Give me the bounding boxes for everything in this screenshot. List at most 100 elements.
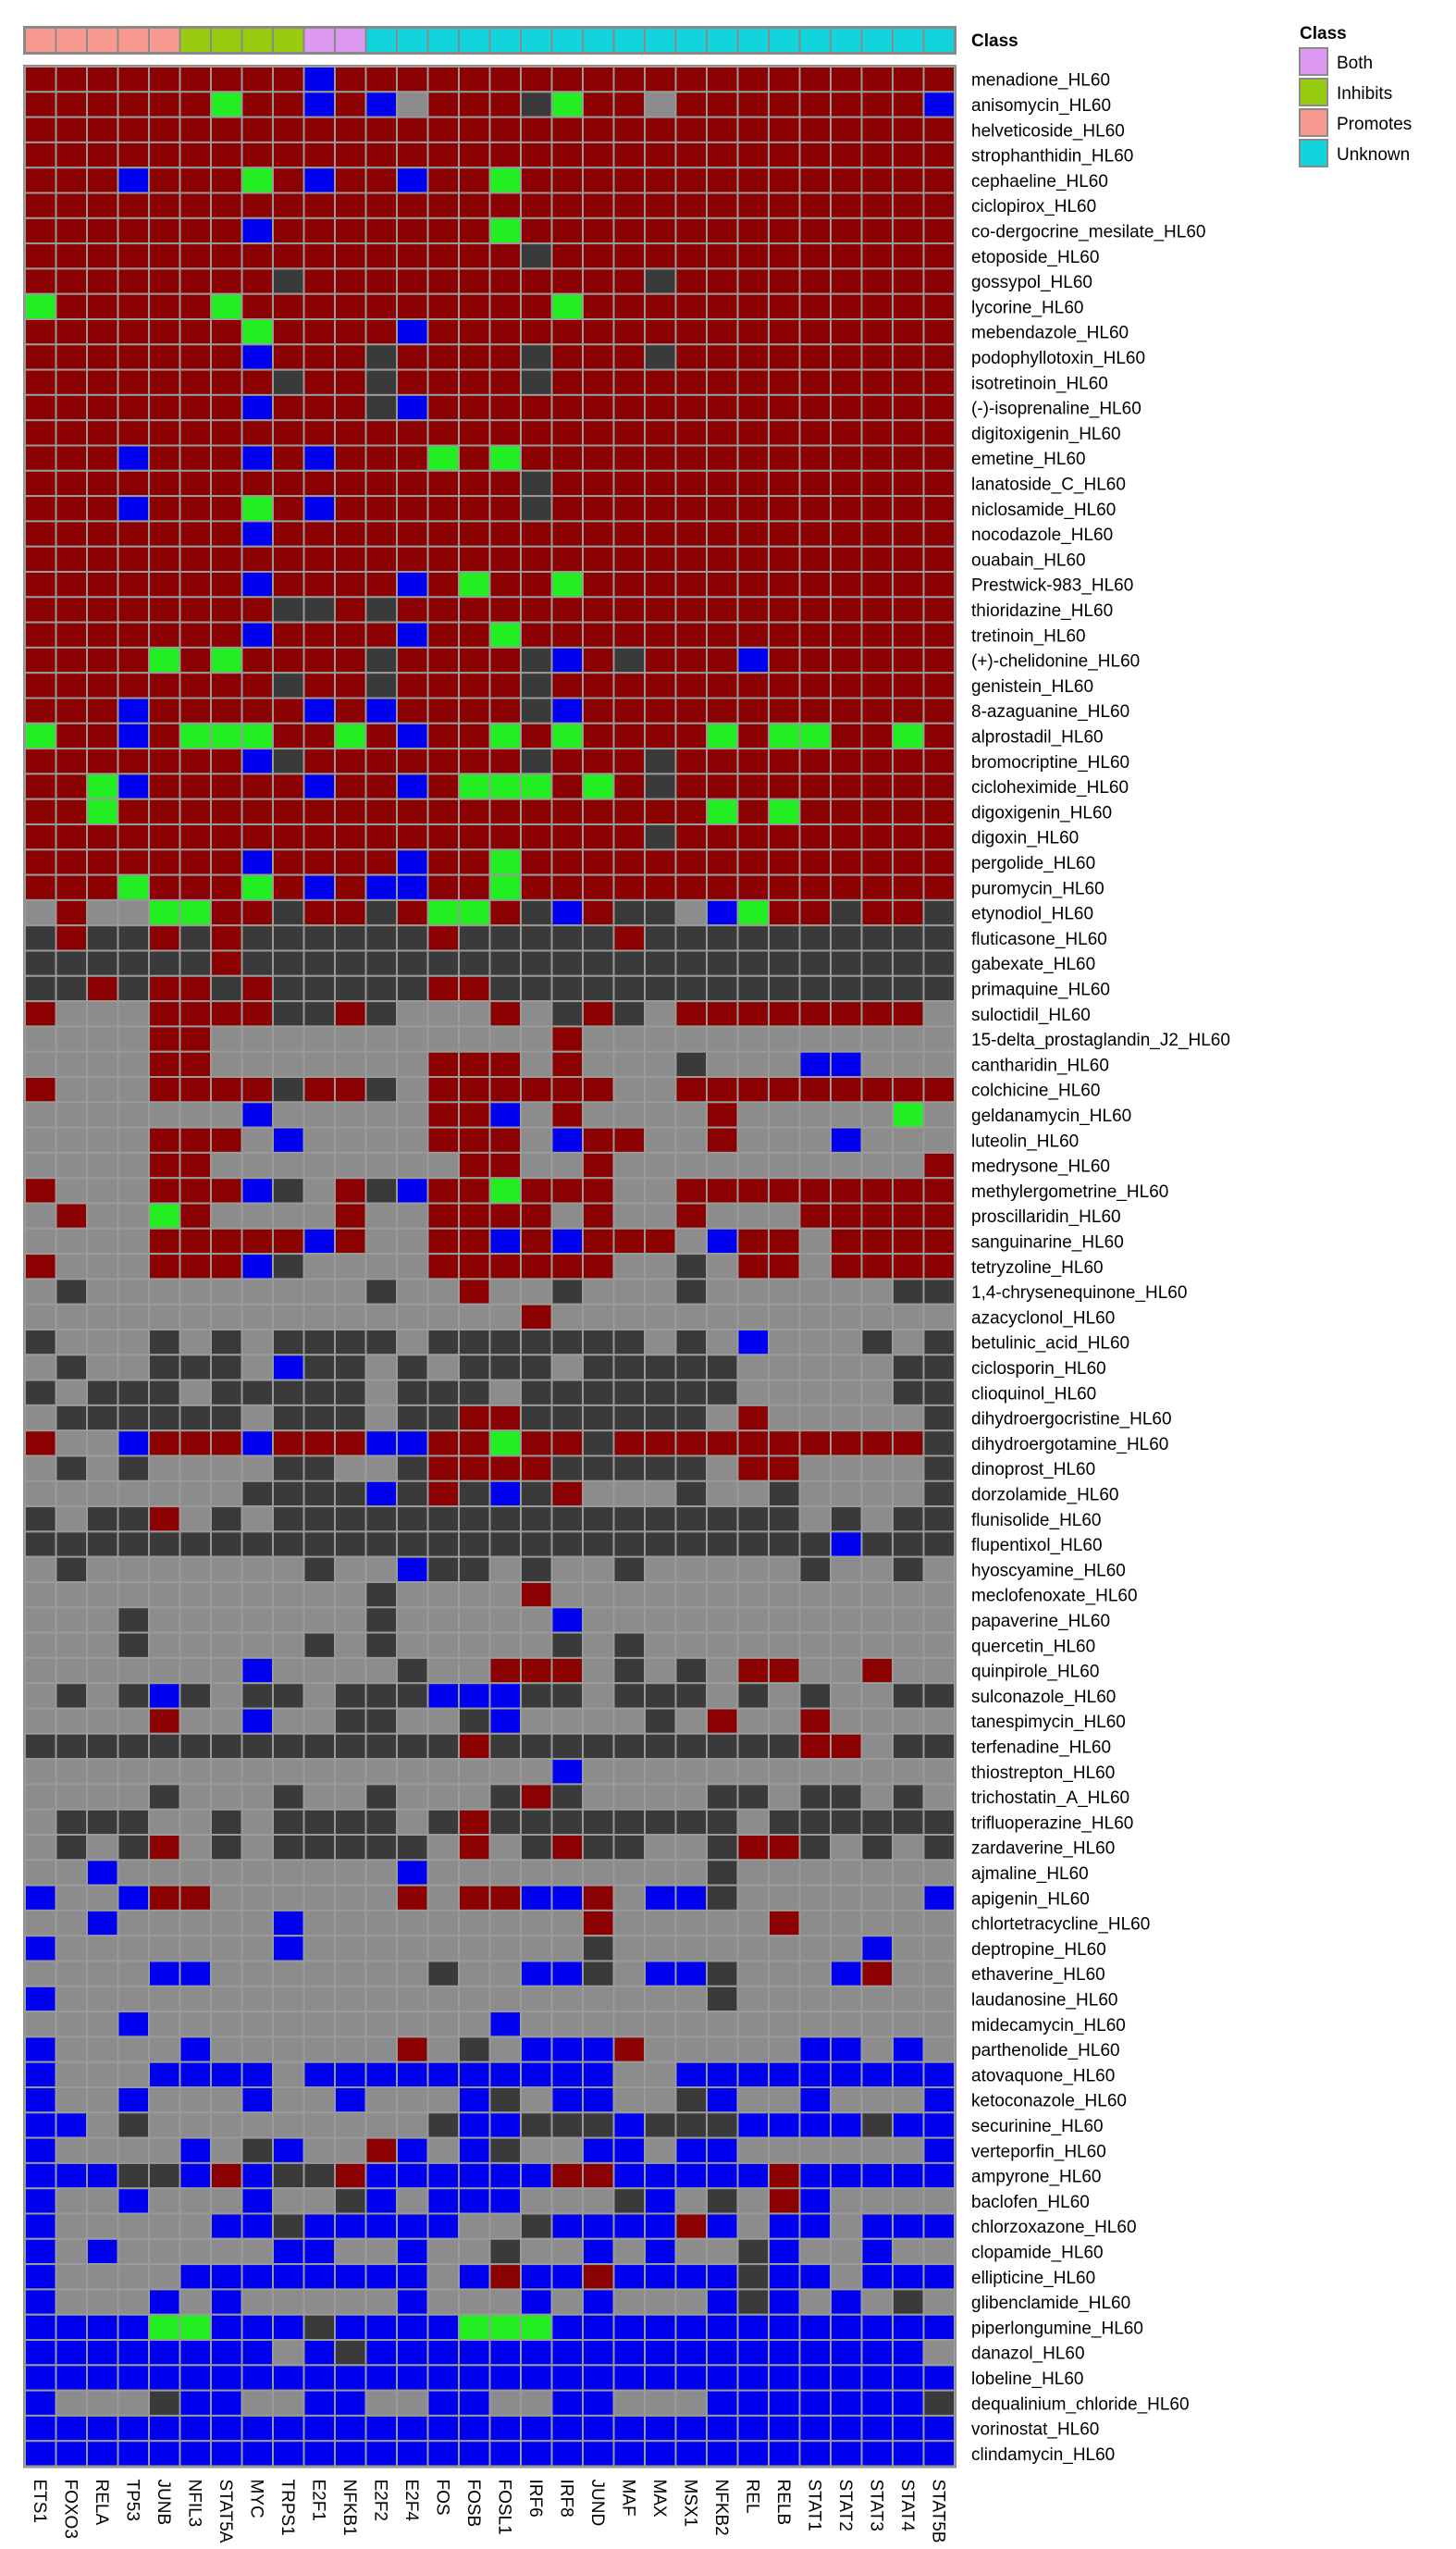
heatmap-cell bbox=[520, 898, 553, 927]
heatmap-cell bbox=[736, 1555, 770, 1583]
heatmap-cell bbox=[458, 1732, 491, 1761]
heatmap-cell bbox=[241, 2086, 274, 2114]
heatmap-cell bbox=[736, 1834, 770, 1862]
heatmap-cell bbox=[86, 419, 119, 447]
heatmap-cell bbox=[612, 2339, 646, 2367]
heatmap-cell bbox=[241, 974, 274, 1003]
heatmap-cell bbox=[458, 419, 491, 447]
heatmap-cell bbox=[117, 1404, 150, 1432]
heatmap-cell bbox=[302, 1126, 336, 1154]
heatmap-cell bbox=[426, 2440, 460, 2468]
heatmap-cell bbox=[458, 2313, 491, 2341]
row-label: ouabain_HL60 bbox=[971, 551, 1086, 570]
heatmap-cell bbox=[860, 1000, 894, 1028]
heatmap-cell bbox=[426, 1379, 460, 1406]
heatmap-cell bbox=[830, 1758, 863, 1786]
heatmap-cell bbox=[55, 2364, 88, 2392]
heatmap-cell bbox=[922, 2086, 956, 2114]
heatmap-cell bbox=[55, 596, 88, 624]
heatmap-cell bbox=[241, 646, 274, 674]
heatmap-cell bbox=[550, 1884, 584, 1912]
heatmap-cell bbox=[706, 1454, 739, 1482]
heatmap-cell bbox=[860, 469, 894, 498]
heatmap-cell bbox=[768, 545, 801, 574]
column-label: REL bbox=[742, 2480, 761, 2514]
heatmap-cell bbox=[892, 66, 925, 93]
heatmap-cell bbox=[860, 1454, 894, 1482]
heatmap-cell bbox=[334, 1656, 367, 1685]
heatmap-cell bbox=[520, 469, 553, 498]
row-label: lobeline_HL60 bbox=[971, 2370, 1084, 2389]
heatmap-cell bbox=[179, 1707, 212, 1735]
heatmap-cell bbox=[706, 1505, 739, 1533]
heatmap-cell bbox=[55, 545, 88, 574]
heatmap-cell bbox=[706, 419, 739, 447]
heatmap-cell bbox=[830, 444, 863, 472]
heatmap-cell bbox=[706, 495, 739, 523]
heatmap-cell bbox=[550, 419, 584, 447]
heatmap-cell bbox=[922, 924, 956, 952]
heatmap-cell bbox=[520, 596, 553, 624]
heatmap-cell bbox=[272, 697, 305, 724]
heatmap-cell bbox=[272, 1530, 305, 1558]
heatmap-cell bbox=[830, 898, 863, 927]
heatmap-cell bbox=[426, 621, 460, 649]
annotation-cell bbox=[55, 27, 88, 54]
heatmap-cell bbox=[86, 495, 119, 523]
heatmap-cell bbox=[892, 1126, 925, 1154]
heatmap-cell bbox=[612, 2187, 646, 2215]
heatmap-cell bbox=[55, 2414, 88, 2443]
heatmap-cell bbox=[148, 1682, 181, 1710]
heatmap-cell bbox=[892, 520, 925, 548]
heatmap-cell bbox=[302, 1404, 336, 1432]
heatmap-cell bbox=[706, 697, 739, 724]
heatmap-cell bbox=[520, 267, 553, 295]
heatmap-cell bbox=[520, 495, 553, 523]
heatmap-cell bbox=[674, 2414, 708, 2443]
heatmap-cell bbox=[612, 974, 646, 1003]
heatmap-cell bbox=[55, 1909, 88, 1937]
heatmap-cell bbox=[892, 1530, 925, 1558]
heatmap-cell bbox=[458, 116, 491, 143]
heatmap-cell bbox=[798, 1682, 832, 1710]
heatmap-cell bbox=[426, 2339, 460, 2367]
heatmap-cell bbox=[302, 1935, 336, 1962]
heatmap-cell bbox=[674, 2060, 708, 2088]
heatmap-cell bbox=[488, 116, 522, 143]
heatmap-cell bbox=[302, 1656, 336, 1685]
heatmap-cell bbox=[86, 368, 119, 396]
heatmap-cell bbox=[24, 798, 57, 826]
heatmap-cell bbox=[892, 571, 925, 599]
heatmap-cell bbox=[210, 1682, 243, 1710]
heatmap-cell bbox=[24, 91, 57, 118]
heatmap-cell bbox=[272, 318, 305, 346]
heatmap-cell bbox=[272, 722, 305, 750]
heatmap-cell bbox=[210, 1656, 243, 1685]
heatmap-cell bbox=[674, 646, 708, 674]
heatmap-cell bbox=[550, 798, 584, 826]
heatmap-cell bbox=[612, 2389, 646, 2417]
heatmap-cell bbox=[922, 672, 956, 699]
heatmap-cell bbox=[458, 2389, 491, 2417]
heatmap-cell bbox=[148, 974, 181, 1003]
heatmap-cell bbox=[520, 1000, 553, 1028]
heatmap-cell bbox=[210, 141, 243, 169]
heatmap-cell bbox=[644, 1000, 677, 1028]
heatmap-cell bbox=[241, 1808, 274, 1836]
heatmap-cell bbox=[520, 368, 553, 396]
heatmap-cell bbox=[396, 1505, 429, 1533]
heatmap-cell bbox=[148, 798, 181, 826]
heatmap-cell bbox=[488, 1354, 522, 1381]
heatmap-cell bbox=[550, 621, 584, 649]
heatmap-cell bbox=[396, 469, 429, 498]
heatmap-cell bbox=[550, 1177, 584, 1205]
heatmap-cell bbox=[241, 949, 274, 977]
heatmap-cell bbox=[210, 167, 243, 194]
heatmap-cell bbox=[302, 1606, 336, 1634]
heatmap-cell bbox=[830, 1050, 863, 1078]
heatmap-cell bbox=[798, 1329, 832, 1356]
heatmap-cell bbox=[179, 1253, 212, 1281]
heatmap-cell bbox=[179, 2035, 212, 2063]
heatmap-cell bbox=[334, 1707, 367, 1735]
